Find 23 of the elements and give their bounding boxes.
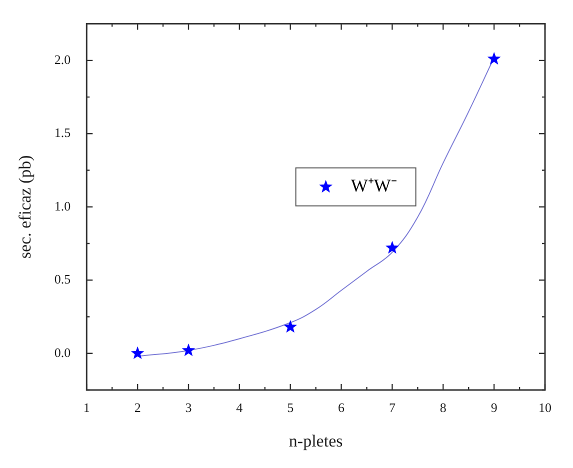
- y-tick-label: 0.5: [54, 272, 71, 287]
- x-tick-label: 6: [338, 400, 346, 416]
- x-tick-label: 9: [490, 400, 498, 416]
- x-axis-title: n-pletes: [288, 431, 343, 450]
- x-tick-label: 8: [440, 400, 446, 416]
- y-axis-title: sec. eficaz (pb): [16, 155, 35, 259]
- x-tick-label: 2: [134, 400, 141, 416]
- x-tick-label: 5: [287, 400, 294, 416]
- point: [284, 320, 298, 333]
- y-tick-label: 1.0: [54, 198, 71, 214]
- x-tick-label: 3: [185, 400, 192, 416]
- x-tick-label: 4: [236, 400, 244, 416]
- y-tick-label: 2.0: [54, 52, 71, 67]
- point: [130, 346, 144, 360]
- x-tick-label: 7: [388, 400, 396, 416]
- y-tick-label: 0.0: [54, 344, 71, 360]
- point: [182, 343, 196, 356]
- legend-label: W⁺W⁻: [350, 176, 397, 196]
- x-tick-label: 1: [83, 400, 90, 416]
- y-tick-label: 1.5: [54, 125, 71, 140]
- point: [487, 52, 501, 65]
- x-tick-label: 10: [538, 400, 552, 416]
- point: [386, 240, 399, 254]
